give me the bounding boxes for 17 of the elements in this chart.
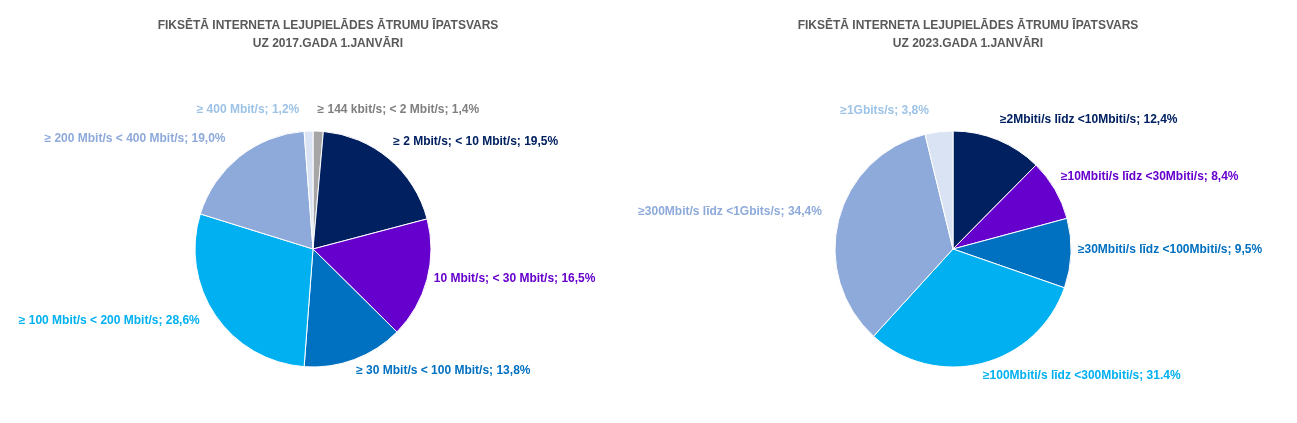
slice-label: ≥300Mbit/s līdz <1Gbits/s; 34,4% [637,202,823,220]
slice-label: ≥100Mbiti/s līdz <300Mbiti/s; 31.4% [981,366,1182,384]
slice-label: ≥ 30 Mbit/s < 100 Mbit/s; 13,8% [355,362,532,380]
slice-label: ≥30Mbiti/s līdz <100Mbiti/s; 9,5% [1076,240,1264,258]
slice-label: ≥ 200 Mbit/s < 400 Mbit/s; 19,0% [43,130,227,148]
slice-label: ≥ 144 kbit/s; < 2 Mbit/s; 1,4% [316,101,481,119]
slice-label: ≥10Mbiti/s līdz <30Mbiti/s; 8,4% [1059,168,1240,186]
slice-label: ≥2Mbiti/s līdz <10Mbiti/s; 12,4% [998,111,1179,129]
slice-label: ≥ 2 Mbit/s; < 10 Mbit/s; 19,5% [392,132,560,150]
slice-label: 10 Mbit/s; < 30 Mbit/s; 16,5% [432,270,597,288]
chart-title: FIKSĒTĀ INTERNETA LEJUPIELĀDES ĀTRUMU ĪPATSVARS [796,17,1140,34]
slice-label: ≥ 100 Mbit/s < 200 Mbit/s; 28,6% [17,311,201,329]
chart-subtitle: UZ 2023.GADA 1.JANVĀRI [891,35,1045,52]
chart-subtitle: UZ 2017.GADA 1.JANVĀRI [251,35,405,52]
chart-title: FIKSĒTĀ INTERNETA LEJUPIELĀDES ĀTRUMU ĪPATSVARS [156,17,500,34]
slice-label: ≥ 400 Mbit/s; 1,2% [195,101,301,119]
slice-label: ≥1Gbits/s; 3,8% [839,101,930,119]
